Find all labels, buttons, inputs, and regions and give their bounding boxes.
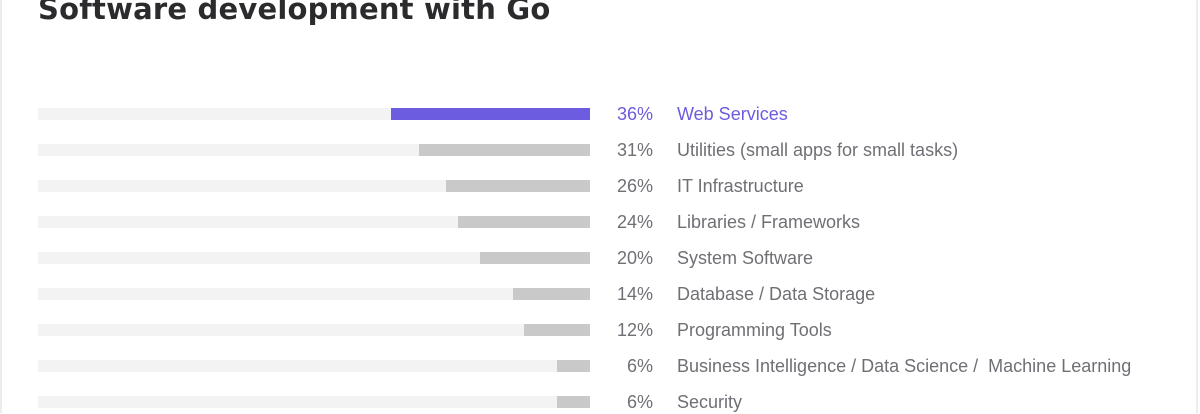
bar-fill	[391, 108, 590, 120]
bar-track	[38, 180, 590, 192]
bar-value-label: 24%	[616, 212, 653, 232]
bar-category-label: Security	[677, 392, 743, 412]
bar-value-label: 12%	[616, 320, 653, 340]
bar-track	[38, 396, 590, 408]
bar-track	[38, 216, 590, 228]
bar-track	[38, 288, 590, 300]
bar-category-label: Utilities (small apps for small tasks)	[677, 140, 959, 160]
bar-fill	[446, 180, 590, 192]
bar-category-label: Libraries / Frameworks	[677, 212, 861, 232]
bar-row: 6% Security	[2, 390, 1200, 414]
bar-category-label: Programming Tools	[677, 320, 832, 340]
bar-category-label: System Software	[677, 248, 814, 268]
bar-row: 6% Business Intelligence / Data Science /…	[2, 354, 1200, 378]
bar-row: 31% Utilities (small apps for small tasks…	[2, 138, 1200, 162]
bar-value-label: 6%	[626, 392, 653, 412]
chart-title: Software development with Go	[38, 0, 551, 26]
bar-fill	[556, 396, 590, 408]
bar-track	[38, 324, 590, 336]
bar-fill	[479, 252, 590, 264]
bar-fill	[418, 144, 590, 156]
bar-row: 26% IT Infrastructure	[2, 174, 1200, 198]
bar-fill	[457, 216, 590, 228]
bar-track	[38, 252, 590, 264]
bar-row: 12% Programming Tools	[2, 318, 1200, 342]
bar-row: 24% Libraries / Frameworks	[2, 210, 1200, 234]
bar-fill	[556, 360, 590, 372]
bar-category-label: Database / Data Storage	[677, 284, 876, 304]
bar-category-label: Business Intelligence / Data Science / M…	[677, 356, 1132, 376]
bar-fill	[512, 288, 590, 300]
bar-value-label: 26%	[616, 176, 653, 196]
bar-value-label: 36%	[616, 104, 653, 124]
bar-value-label: 31%	[616, 140, 653, 160]
bar-row: 20% System Software	[2, 246, 1200, 270]
bar-track	[38, 108, 590, 120]
bar-value-label: 6%	[626, 356, 653, 376]
bar-track	[38, 360, 590, 372]
bar-track	[38, 144, 590, 156]
bar-category-label: IT Infrastructure	[677, 176, 804, 196]
bar-row: 14% Database / Data Storage	[2, 282, 1200, 306]
bar-fill	[523, 324, 590, 336]
bar-value-label: 14%	[616, 284, 653, 304]
bar-row: 36% Web Services	[2, 102, 1200, 126]
bar-category-label: Web Services	[677, 104, 788, 124]
bar-value-label: 20%	[616, 248, 653, 268]
